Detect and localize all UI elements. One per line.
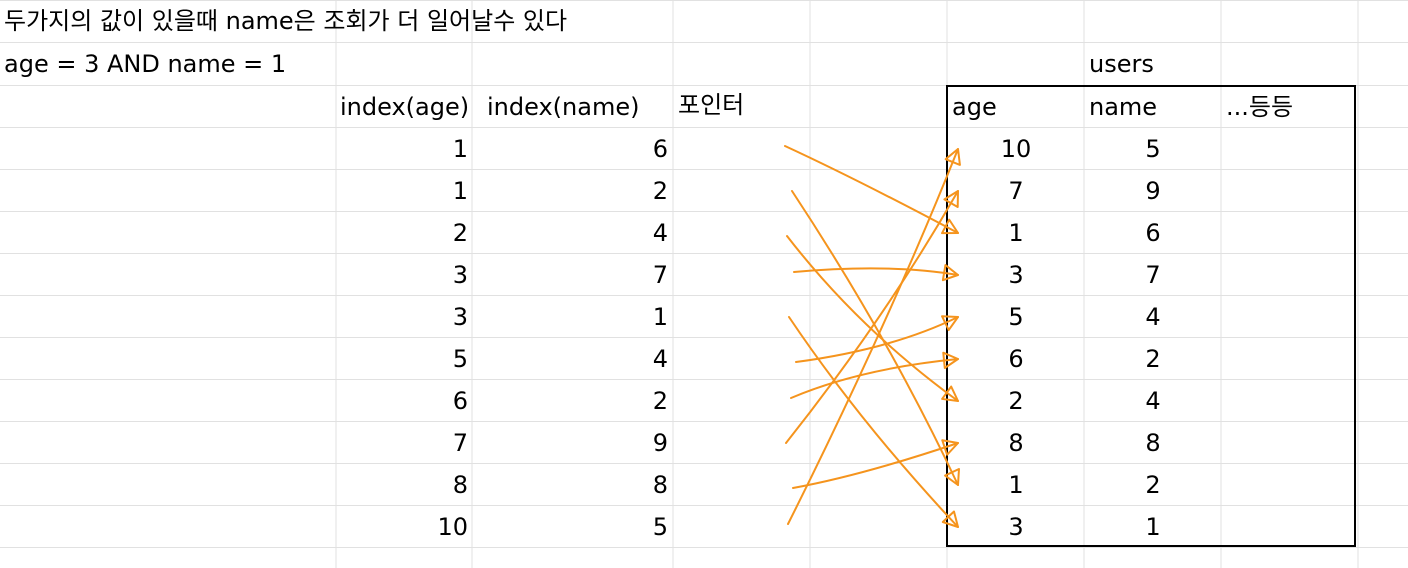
index-name-cell: 6 [652, 135, 668, 163]
users-name-cell: 8 [1145, 429, 1161, 457]
pointer-arrow-line [787, 148, 959, 525]
users-age-cell: 1 [1008, 471, 1024, 499]
index-name-cell: 2 [652, 177, 668, 205]
index-name-cell: 4 [652, 345, 668, 373]
users-age-header: age [952, 93, 997, 121]
pointer-arrow-line [785, 190, 959, 444]
index-name-cell: 8 [652, 471, 668, 499]
index-name-cell: 2 [652, 387, 668, 415]
pointer-arrow-head [941, 218, 959, 235]
index-age-cell: 8 [452, 471, 468, 499]
pointer-arrow-head [941, 264, 959, 282]
users-name-cell: 4 [1145, 387, 1161, 415]
pointer-arrow-line [792, 442, 959, 489]
index-age-cell: 10 [437, 513, 468, 541]
pointer-arrow-head [943, 190, 959, 208]
index-age-cell: 2 [452, 219, 468, 247]
users-name-cell: 5 [1145, 135, 1161, 163]
index-name-cell: 7 [652, 261, 668, 289]
pointer-arrow-head [941, 385, 959, 402]
index-name-cell: 4 [652, 219, 668, 247]
index-age-cell: 1 [452, 177, 468, 205]
pointer-arrow-head [944, 148, 961, 166]
users-age-cell: 2 [1008, 387, 1024, 415]
title-cell: 두가지의 값이 있을때 name은 조회가 더 일어날수 있다 [4, 7, 568, 35]
users-name-cell: 9 [1145, 177, 1161, 205]
users-table-title: users [1089, 50, 1154, 78]
users-name-cell: 4 [1145, 303, 1161, 331]
users-name-cell: 6 [1145, 219, 1161, 247]
pointer-arrow-line [786, 235, 959, 402]
index-age-cell: 6 [452, 387, 468, 415]
index-age-cell: 5 [452, 345, 468, 373]
pointer-arrow-line [793, 267, 959, 276]
index-age-cell: 3 [452, 261, 468, 289]
users-name-cell: 7 [1145, 261, 1161, 289]
users-age-cell: 10 [1000, 135, 1032, 163]
users-age-cell: 8 [1008, 429, 1024, 457]
index-age-cell: 1 [452, 135, 468, 163]
users-name-header: name [1089, 93, 1158, 121]
pointer-arrow-head [941, 439, 959, 456]
users-age-cell: 3 [1008, 513, 1024, 541]
pointer-arrow-line [795, 316, 959, 363]
index-age-cell: 7 [452, 429, 468, 457]
pointer-header: 포인터 [678, 91, 745, 119]
users-age-cell: 5 [1008, 303, 1024, 331]
pointer-arrow-head [941, 510, 959, 528]
pointer-arrow-head [941, 315, 959, 332]
users-age-cell: 7 [1008, 177, 1024, 205]
index-age-cell: 3 [452, 303, 468, 331]
index-name-cell: 9 [652, 429, 668, 457]
index-name-cell: 5 [652, 513, 668, 541]
pointer-arrow-head [942, 351, 959, 369]
index-name-cell: 1 [652, 303, 668, 331]
users-etc-header: ...등등 [1226, 93, 1294, 121]
pointer-arrow-line [784, 145, 959, 234]
index-age-header: index(age) [340, 93, 470, 121]
users-name-cell: 2 [1145, 471, 1161, 499]
users-name-cell: 1 [1145, 513, 1161, 541]
users-age-cell: 3 [1008, 261, 1024, 289]
pointer-arrow-line [788, 316, 959, 528]
users-age-cell: 6 [1008, 345, 1024, 373]
pointer-arrow-head [944, 468, 960, 486]
users-age-cell: 1 [1008, 219, 1024, 247]
index-name-header: index(name) [487, 93, 640, 121]
users-name-cell: 2 [1145, 345, 1161, 373]
query-cell: age = 3 AND name = 1 [4, 50, 287, 78]
pointer-arrow-line [790, 358, 959, 399]
